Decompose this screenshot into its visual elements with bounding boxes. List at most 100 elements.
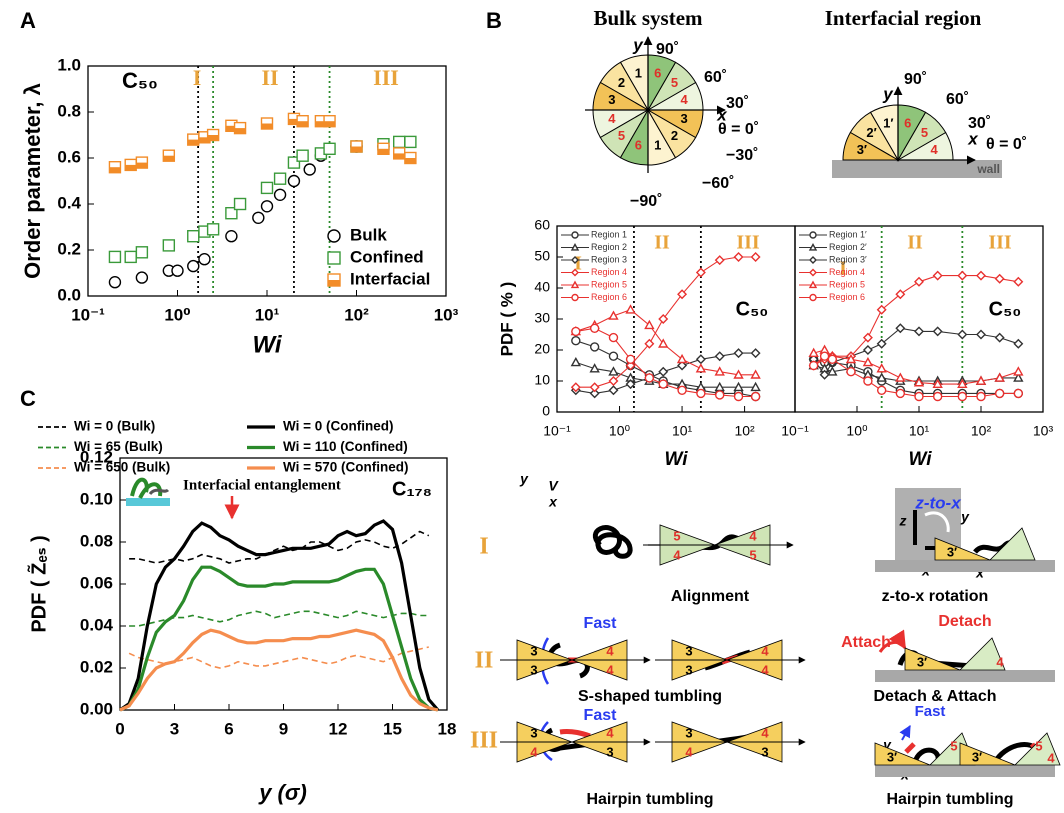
marker xyxy=(810,232,816,238)
y-tick-label: 0.4 xyxy=(57,193,81,212)
marker xyxy=(878,374,886,381)
marker xyxy=(915,379,923,386)
marker xyxy=(828,368,836,375)
legend-label: Region 2 xyxy=(591,242,627,252)
marker-shape xyxy=(752,393,760,401)
marker-shape xyxy=(275,189,286,200)
marker xyxy=(878,365,886,372)
sector-label: 3′ xyxy=(857,142,867,157)
marker xyxy=(136,272,147,283)
annotation: C₁₇₈ xyxy=(392,478,432,500)
marker-shape xyxy=(659,380,667,388)
wedge-label: 3′ xyxy=(887,749,897,764)
marker xyxy=(847,368,855,376)
angle-label: 90˚ xyxy=(904,71,927,88)
marker xyxy=(735,349,743,357)
icon-wall xyxy=(126,498,170,506)
marker-shape xyxy=(810,295,816,301)
wedge-label: 3 xyxy=(530,643,537,658)
legend-label: Wi = 0 (Confined) xyxy=(283,419,394,434)
marker-shape xyxy=(996,334,1004,342)
caption: z-to-x rotation xyxy=(882,588,989,605)
marker-shape xyxy=(821,352,829,360)
marker xyxy=(609,386,617,394)
marker xyxy=(996,334,1004,342)
legend-label: Wi = 650 (Bulk) xyxy=(74,460,170,475)
marker xyxy=(915,327,923,335)
marker xyxy=(697,389,705,397)
y-tick-label: 0.10 xyxy=(80,489,113,508)
angle-label: −90˚ xyxy=(630,193,662,210)
angle-label: 30˚ xyxy=(726,95,749,112)
sector-label: 2 xyxy=(671,128,678,143)
marker-shape xyxy=(977,331,985,339)
angle-label: θ = 0˚ xyxy=(986,136,1027,153)
marker-shape xyxy=(716,383,724,390)
marker xyxy=(163,240,174,251)
x-tick-label: 0 xyxy=(115,719,124,738)
marker-shape xyxy=(915,278,923,286)
marker xyxy=(262,201,273,212)
sector-label: 2′ xyxy=(866,125,876,140)
marker-shape xyxy=(591,383,599,391)
marker xyxy=(253,212,264,223)
marker xyxy=(609,334,617,342)
y-tick-label: 0 xyxy=(542,403,550,419)
marker-shape xyxy=(163,240,174,251)
marker-fill xyxy=(394,153,405,159)
marker-shape xyxy=(288,176,299,187)
marker-shape xyxy=(977,393,985,401)
axis-letter: y xyxy=(632,35,644,54)
marker-shape xyxy=(226,231,237,242)
y-tick-label: 0.00 xyxy=(80,699,113,718)
marker xyxy=(934,272,942,280)
marker-shape xyxy=(697,389,705,397)
annotation: III xyxy=(373,65,399,90)
marker xyxy=(324,116,335,127)
marker-shape xyxy=(297,150,308,161)
marker-shape xyxy=(253,212,264,223)
marker-fill xyxy=(188,140,199,146)
angle-label: 90˚ xyxy=(656,41,679,58)
marker xyxy=(262,118,273,129)
caption: Detach & Attach xyxy=(874,688,997,705)
marker-shape xyxy=(810,232,816,238)
row-label: II xyxy=(475,648,494,674)
tag: Fast xyxy=(584,615,618,632)
x-tick-label: 10⁰ xyxy=(846,423,868,439)
marker-shape xyxy=(1014,389,1022,397)
marker xyxy=(864,358,872,365)
marker xyxy=(716,368,724,375)
marker-shape xyxy=(572,245,578,250)
wedge-label: 4 xyxy=(749,528,757,543)
y-tick-label: 30 xyxy=(534,310,550,326)
marker xyxy=(572,232,578,238)
wedge xyxy=(990,528,1035,560)
x-tick-label: 10¹ xyxy=(909,423,930,439)
marker xyxy=(716,383,724,390)
caption: Hairpin tumbling xyxy=(586,791,713,808)
legend-label: Region 3′ xyxy=(829,254,867,264)
marker xyxy=(609,312,617,319)
marker-shape xyxy=(394,136,405,147)
legend-label: Wi = 65 (Bulk) xyxy=(74,439,163,454)
marker xyxy=(163,150,174,161)
wedge-label: 4 xyxy=(685,744,693,759)
marker xyxy=(810,282,816,287)
x-tick-label: 6 xyxy=(224,719,233,738)
sector-label: 4 xyxy=(931,142,939,157)
caption: Alignment xyxy=(671,588,750,605)
marker xyxy=(659,315,667,323)
marker-shape xyxy=(896,389,904,397)
marker-shape xyxy=(572,295,578,301)
y-tick-label: 0.6 xyxy=(57,147,81,166)
x-tick-label: 10² xyxy=(344,305,369,324)
marker xyxy=(735,383,743,390)
series-line xyxy=(814,359,1019,393)
marker xyxy=(810,270,816,276)
marker-shape xyxy=(810,349,818,356)
marker xyxy=(125,251,136,262)
wedge-label: 5 xyxy=(673,528,680,543)
y-tick-label: 0.0 xyxy=(57,285,81,304)
legend-label: Confined xyxy=(350,247,424,266)
